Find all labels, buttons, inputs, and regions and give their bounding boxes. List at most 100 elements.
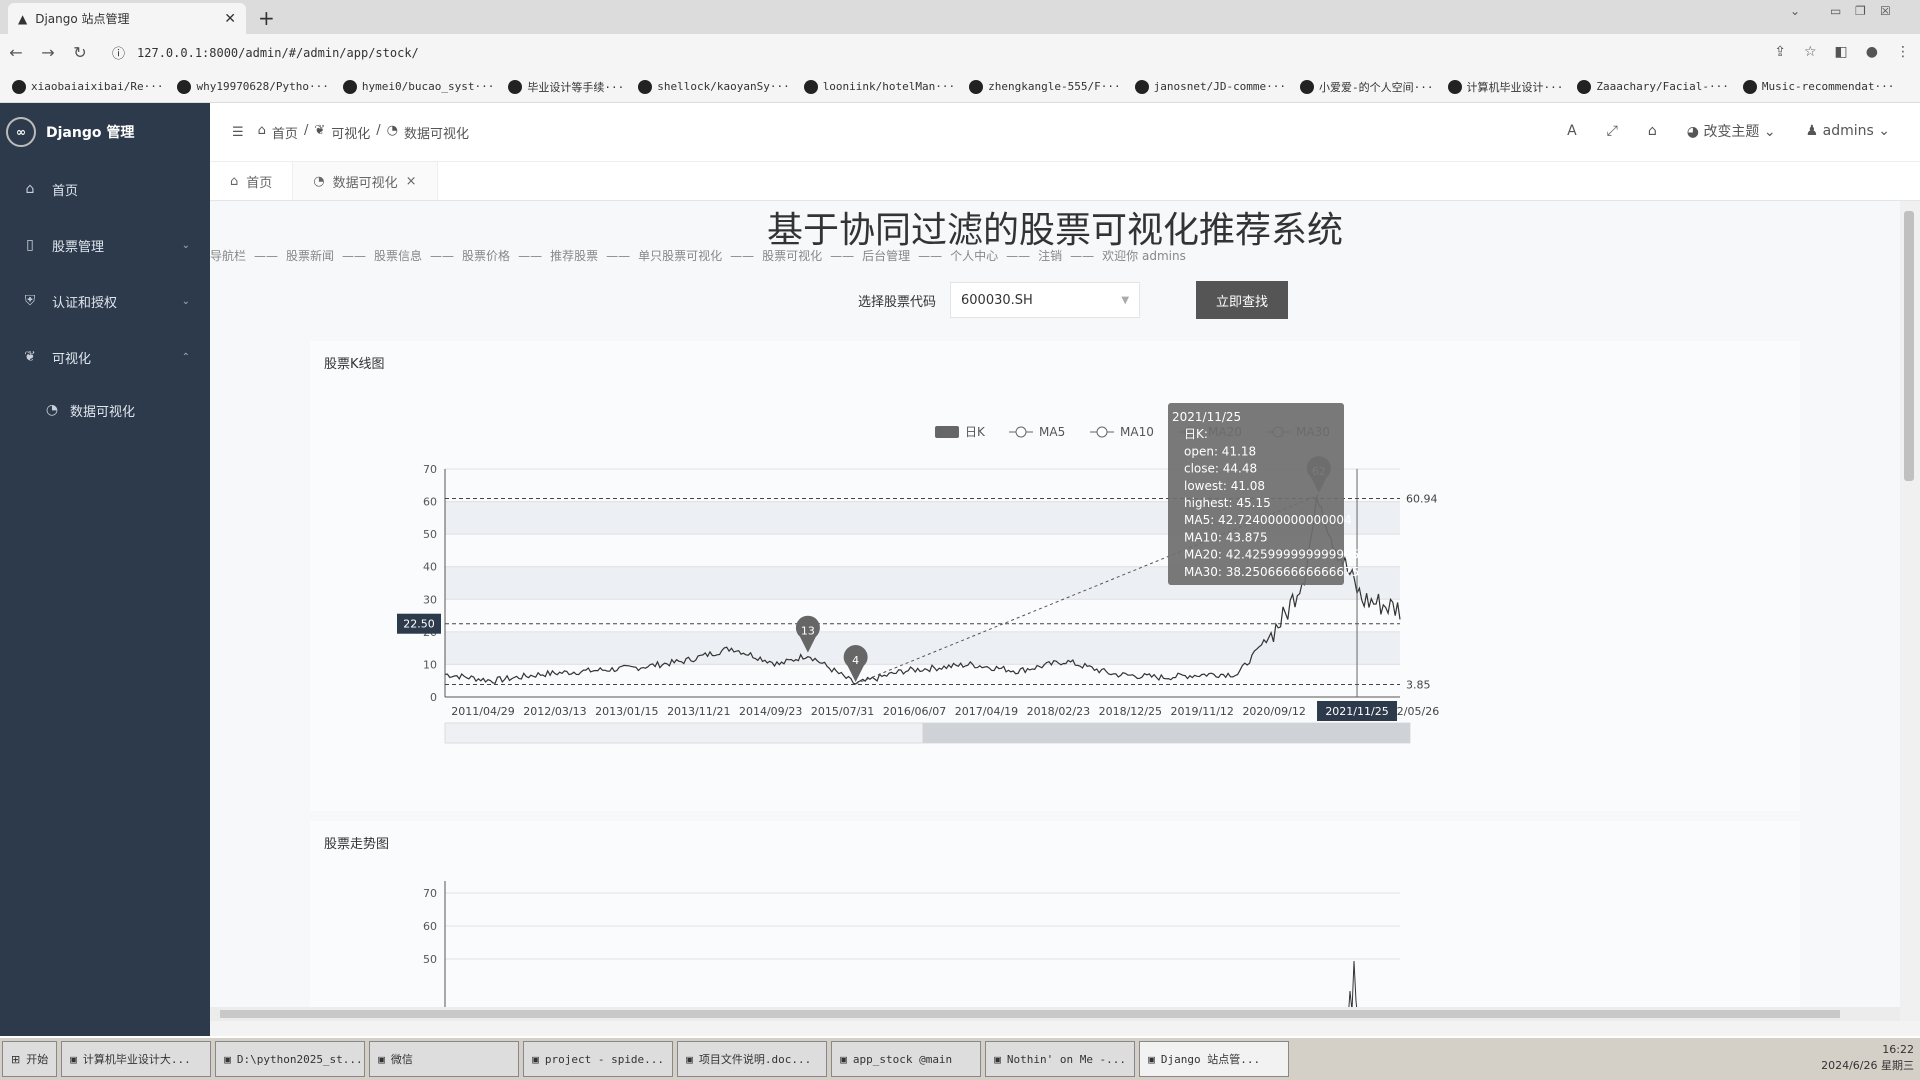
bookmark-item[interactable]: Music-recommendat···: [1742, 79, 1894, 94]
nav-link[interactable]: 个人中心: [950, 249, 999, 263]
bookmark-item[interactable]: zhengkangle-555/F···: [969, 79, 1121, 94]
github-icon: [12, 79, 26, 94]
bookmark-item[interactable]: 计算机毕业设计···: [1447, 79, 1563, 95]
vertical-scrollbar[interactable]: [1900, 201, 1920, 1021]
content-frame: 基于协同过滤的股票可视化推荐系统 导航栏 —— 股票新闻 —— 股票信息 —— 股票价格 ——…: [210, 201, 1900, 1021]
taskbar-item[interactable]: ▣ D:\python2025_st...: [215, 1041, 366, 1077]
y-tick-label: 50: [423, 953, 437, 966]
nav-link[interactable]: 欢迎你 admins: [1102, 249, 1186, 263]
trend-chart[interactable]: 50 60 70: [310, 821, 1800, 1021]
bookmark-item[interactable]: hymei0/bucao_syst···: [342, 79, 494, 94]
taskbar-item[interactable]: ▣ Nothin' on Me -...: [985, 1041, 1136, 1077]
browser-tab[interactable]: ▲ Django 站点管理 ✕: [8, 3, 246, 34]
sidebar-item-label: 股票管理: [52, 239, 105, 255]
menu-icon[interactable]: ⋮: [1896, 44, 1910, 60]
nav-link[interactable]: 推荐股票: [550, 249, 599, 263]
brand[interactable]: ∞ Django 管理: [0, 103, 210, 161]
minimize-icon[interactable]: ▭: [1830, 4, 1842, 18]
horizontal-scrollbar[interactable]: [210, 1007, 1900, 1021]
taskbar-item[interactable]: ▣ Django 站点管...: [1139, 1041, 1290, 1077]
info-icon[interactable]: ⓘ: [112, 47, 126, 62]
bookmarks-bar: xiaobaiaixibai/Re··· why19970628/Pytho···…: [0, 71, 1920, 103]
stock-code-select[interactable]: 600030.SH ▼: [950, 282, 1141, 318]
nav-link[interactable]: 股票新闻: [286, 249, 335, 263]
tooltip-line: lowest: 41.08: [1184, 479, 1265, 493]
tab-data-visual[interactable]: ◔ 数据可视化 ×: [293, 162, 438, 200]
fullscreen-icon[interactable]: ⤢: [1606, 123, 1618, 139]
sidebar-item-home[interactable]: ⌂ 首页: [0, 161, 210, 217]
breadcrumb-data-visual[interactable]: 数据可视化: [403, 126, 469, 142]
github-icon: [1447, 79, 1462, 94]
sidebar-subitem-data-visual[interactable]: ◔ 数据可视化: [0, 385, 210, 435]
start-button[interactable]: ⊞ 开始: [2, 1041, 58, 1077]
profile-icon[interactable]: ●: [1865, 44, 1878, 60]
scroll-thumb[interactable]: [1904, 211, 1914, 481]
new-tab-icon[interactable]: +: [258, 6, 275, 30]
bookmark-item[interactable]: why19970628/Pytho···: [177, 79, 329, 94]
home-icon: ⌂: [257, 122, 266, 138]
taskbar-item[interactable]: ▣ 计算机毕业设计大...: [61, 1041, 212, 1077]
sidebar-item-stock[interactable]: ▯ 股票管理 ⌄: [0, 217, 210, 273]
nav-separator: ——: [518, 249, 543, 263]
tab-home[interactable]: ⌂ 首页: [210, 162, 294, 200]
breadcrumb-sep: /: [376, 122, 381, 138]
address-bar[interactable]: 127.0.0.1:8000/admin/#/admin/app/stock/: [137, 45, 419, 60]
home-icon[interactable]: ⌂: [1647, 123, 1657, 139]
mark-point-pin: [843, 645, 868, 682]
share-icon[interactable]: ⇪: [1774, 44, 1786, 60]
bookmark-item[interactable]: looniink/hotelMan···: [803, 79, 955, 94]
font-icon[interactable]: A: [1567, 123, 1577, 139]
close-icon[interactable]: ✕: [224, 10, 236, 27]
bookmark-item[interactable]: janosnet/JD-comme···: [1134, 79, 1286, 94]
taskbar-item[interactable]: ▣ project - spide...: [523, 1041, 674, 1077]
bookmark-item[interactable]: Zaaachary/Facial-···: [1577, 79, 1729, 94]
chevron-down-icon[interactable]: ⌄: [1790, 4, 1801, 18]
theme-button[interactable]: ◕ 改变主题 ⌄: [1686, 124, 1776, 140]
star-icon[interactable]: ☆: [1803, 44, 1817, 60]
user-menu[interactable]: ♟ admins ⌄: [1805, 123, 1890, 139]
sidebar-item-auth[interactable]: ⛨ 认证和授权 ⌄: [0, 273, 210, 329]
window-close-icon[interactable]: ☒: [1880, 4, 1891, 18]
close-icon[interactable]: ×: [405, 173, 417, 189]
nav-separator: ——: [918, 249, 943, 263]
y-tick-label: 60: [423, 920, 437, 933]
nav-link[interactable]: 单只股票可视化: [638, 249, 723, 263]
forward-icon[interactable]: →: [41, 43, 55, 62]
taskbar-item[interactable]: ▣ 项目文件说明.doc...: [677, 1041, 828, 1077]
legend-swatch: [935, 426, 959, 438]
windows-icon: ⊞: [11, 1052, 21, 1066]
bookmark-label: why19970628/Pytho···: [196, 80, 329, 93]
scroll-thumb[interactable]: [220, 1010, 1840, 1018]
sidepanel-icon[interactable]: ◧: [1834, 44, 1848, 60]
legend-marker: [1015, 426, 1027, 438]
breadcrumb-home[interactable]: 首页: [271, 126, 298, 142]
kline-chart[interactable]: 01020304050607060.943.85134622011/04/292…: [310, 341, 1800, 811]
taskbar-item[interactable]: ▣ app_stock @main: [831, 1041, 982, 1077]
taskbar-item[interactable]: ▣ 微信: [369, 1041, 520, 1077]
search-button[interactable]: 立即查找: [1196, 281, 1289, 319]
taskbar-item-label: 微信: [390, 1053, 413, 1066]
nav-link[interactable]: 注销: [1038, 249, 1063, 263]
github-icon: [1134, 79, 1149, 94]
top-nav-links: 导航栏 —— 股票新闻 —— 股票信息 —— 股票价格 —— 推荐股票 —— 单只股票可视化 —— 股票…: [210, 247, 1900, 264]
legend-label: MA10: [1120, 425, 1154, 439]
reload-icon[interactable]: ↻: [73, 43, 87, 62]
bookmark-item[interactable]: xiaobaiaixibai/Re···: [12, 79, 163, 94]
nav-link[interactable]: 股票可视化: [762, 249, 823, 263]
bookmark-item[interactable]: shellock/kaoyanSy···: [638, 79, 790, 94]
sidebar-item-visual[interactable]: ❦ 可视化 ⌃: [0, 329, 210, 385]
nav-link[interactable]: 导航栏: [210, 249, 247, 263]
back-icon[interactable]: ←: [9, 43, 23, 62]
nav-link[interactable]: 股票信息: [374, 249, 423, 263]
bookmark-item[interactable]: 毕业设计等手续···: [508, 79, 624, 95]
hamburger-icon[interactable]: ☰: [232, 124, 244, 140]
breadcrumb-sep: /: [303, 122, 309, 138]
tooltip-line: highest: 45.15: [1184, 496, 1271, 510]
tooltip-line: MA30: 38.250666666666675: [1184, 565, 1359, 579]
bookmark-item[interactable]: 小爱爱-的个人空间···: [1300, 79, 1434, 95]
nav-link[interactable]: 股票价格: [462, 249, 511, 263]
restore-icon[interactable]: ❐: [1855, 4, 1866, 18]
nav-link[interactable]: 后台管理: [862, 249, 911, 263]
breadcrumb-visual[interactable]: 可视化: [331, 126, 371, 142]
file-icon: ▯: [26, 237, 34, 253]
